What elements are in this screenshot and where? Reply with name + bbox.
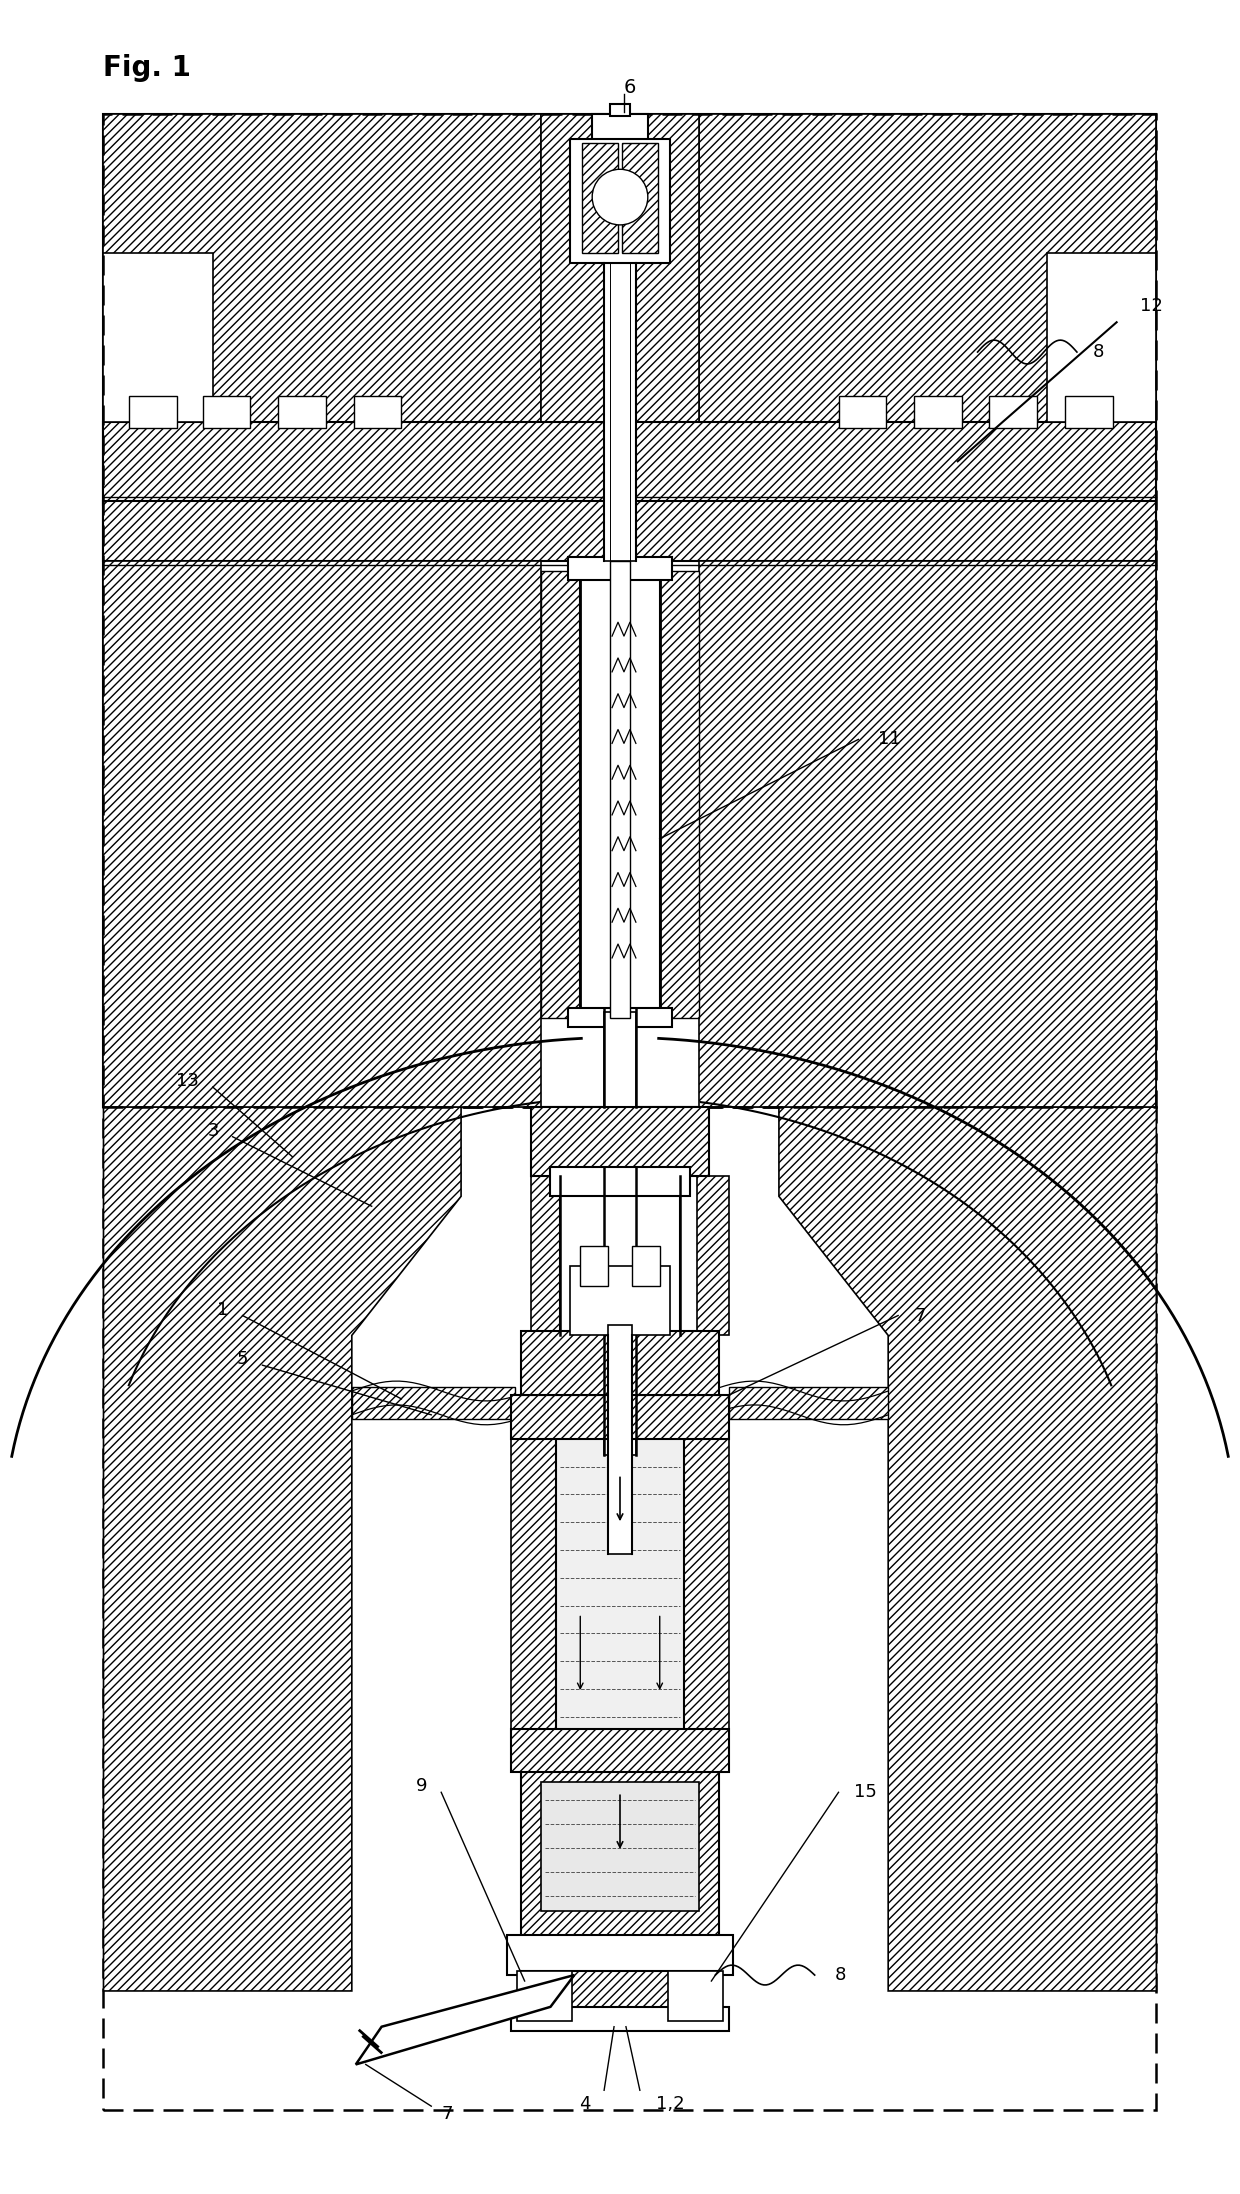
Polygon shape — [699, 562, 1157, 1108]
Polygon shape — [699, 114, 1157, 421]
Bar — [507, 1935, 733, 1975]
Bar — [103, 114, 1157, 1108]
Text: 7: 7 — [914, 1305, 925, 1325]
Bar — [103, 1108, 1157, 2111]
Bar — [608, 1325, 632, 1553]
Bar — [103, 500, 1157, 562]
Bar — [1065, 395, 1112, 428]
Bar — [560, 1176, 680, 1336]
Bar — [604, 263, 636, 562]
Bar — [570, 1266, 670, 1336]
Bar — [203, 395, 250, 428]
Text: 4: 4 — [579, 2095, 590, 2113]
Bar — [103, 421, 1157, 505]
Bar — [583, 143, 618, 252]
Bar — [352, 1387, 515, 1420]
Bar — [568, 1007, 672, 1027]
Circle shape — [593, 169, 647, 226]
Text: 7: 7 — [441, 2104, 453, 2124]
Bar — [353, 395, 402, 428]
Bar — [541, 1782, 699, 1911]
Bar — [521, 1762, 719, 1942]
Bar — [570, 140, 670, 263]
Bar — [667, 1970, 723, 2021]
Bar — [129, 395, 177, 428]
Bar — [622, 143, 657, 252]
Bar — [610, 103, 630, 116]
Bar — [593, 114, 647, 143]
Text: 12: 12 — [1141, 298, 1163, 316]
Polygon shape — [660, 570, 699, 1018]
Bar — [1047, 252, 1157, 421]
Text: 1: 1 — [217, 1301, 228, 1319]
Bar — [697, 1176, 729, 1336]
Polygon shape — [356, 1975, 574, 2065]
Bar — [531, 1108, 709, 1176]
Bar — [511, 1395, 729, 1439]
Bar — [604, 1167, 636, 1455]
Polygon shape — [541, 570, 580, 1018]
Bar — [580, 570, 660, 1018]
Bar — [521, 1332, 719, 1395]
Text: 1,2: 1,2 — [656, 2095, 684, 2113]
Text: 3: 3 — [207, 1121, 218, 1139]
Bar — [521, 1970, 719, 2014]
Polygon shape — [103, 1108, 461, 1990]
Bar — [103, 252, 213, 421]
Bar — [990, 395, 1037, 428]
Text: 15: 15 — [854, 1784, 877, 1801]
Polygon shape — [779, 1108, 1157, 1990]
Polygon shape — [103, 562, 541, 1108]
Text: 5: 5 — [237, 1349, 248, 1369]
Bar — [632, 1246, 660, 1286]
Bar — [610, 562, 630, 1018]
Bar — [103, 114, 1157, 1108]
Bar — [729, 1387, 888, 1420]
Text: Fig. 1: Fig. 1 — [103, 55, 191, 81]
Bar — [568, 557, 672, 581]
Bar — [511, 2008, 729, 2032]
Polygon shape — [103, 114, 541, 421]
Polygon shape — [541, 114, 699, 421]
Text: 9: 9 — [415, 1777, 428, 1795]
Text: 11: 11 — [878, 731, 901, 748]
Text: 13: 13 — [176, 1073, 198, 1090]
Text: 6: 6 — [624, 79, 636, 97]
Bar — [278, 395, 326, 428]
Bar — [517, 1970, 573, 2021]
Bar — [511, 1435, 558, 1733]
Bar — [551, 1167, 689, 1196]
Bar — [914, 395, 962, 428]
Bar — [580, 1246, 608, 1286]
Bar — [838, 395, 887, 428]
Bar — [557, 1435, 683, 1733]
Text: 8: 8 — [1092, 342, 1104, 362]
Bar — [511, 1729, 729, 1773]
Bar — [531, 1176, 563, 1336]
Bar — [682, 1435, 729, 1733]
Text: 8: 8 — [835, 1966, 846, 1983]
Bar — [604, 1011, 636, 1108]
